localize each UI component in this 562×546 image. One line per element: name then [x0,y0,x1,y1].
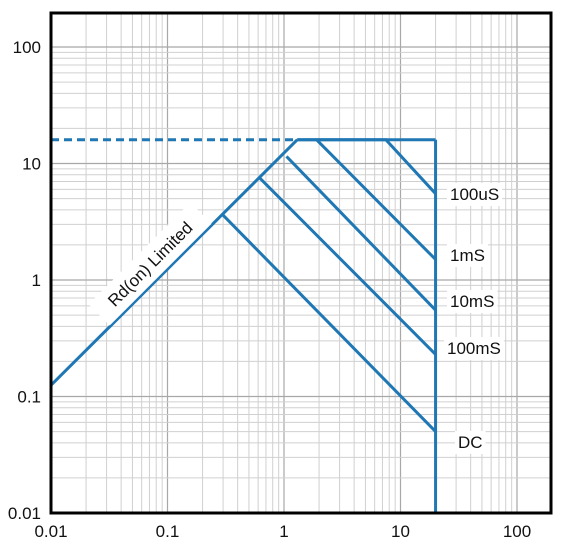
curve-label-1ms: 1mS [450,246,485,265]
curve-label-bg-100us [447,183,503,206]
x-tick-label: 100 [503,522,531,541]
series-layer [49,138,438,513]
curve-label-100us: 100uS [450,185,499,204]
curve-label-dc: DC [458,433,483,452]
tick-labels: 0.01 0.1 1 10 100 0.01 0.1 1 10 100 [8,38,531,541]
y-tick-label: 0.01 [8,504,41,523]
y-tick-label: 100 [13,38,41,57]
series-line-100ms [258,177,437,356]
x-tick-label: 0.01 [34,522,67,541]
x-tick-label: 10 [391,522,410,541]
x-tick-label: 1 [279,522,288,541]
rd-on-limited-label-bg [88,202,212,326]
series-line-1ms [315,138,437,261]
curve-label-bg-10ms [447,290,498,313]
series-line-dc [222,214,437,433]
plot-frame [49,11,553,515]
y-tick-label: 1 [32,271,41,290]
curve-label-bg-100ms [444,337,504,360]
curve-label-100ms: 100mS [447,339,501,358]
curve-label-bg-1ms [447,244,488,267]
y-tick-label: 0.1 [17,388,41,407]
series-line-10ms [285,155,437,312]
curve-label-10ms: 10mS [450,292,494,311]
series-line-rd-on-limited [49,138,299,387]
curve-label-bg-dc [455,431,486,454]
series-line-100us [297,138,437,195]
y-tick-label: 10 [22,155,41,174]
x-tick-label: 0.1 [156,522,180,541]
